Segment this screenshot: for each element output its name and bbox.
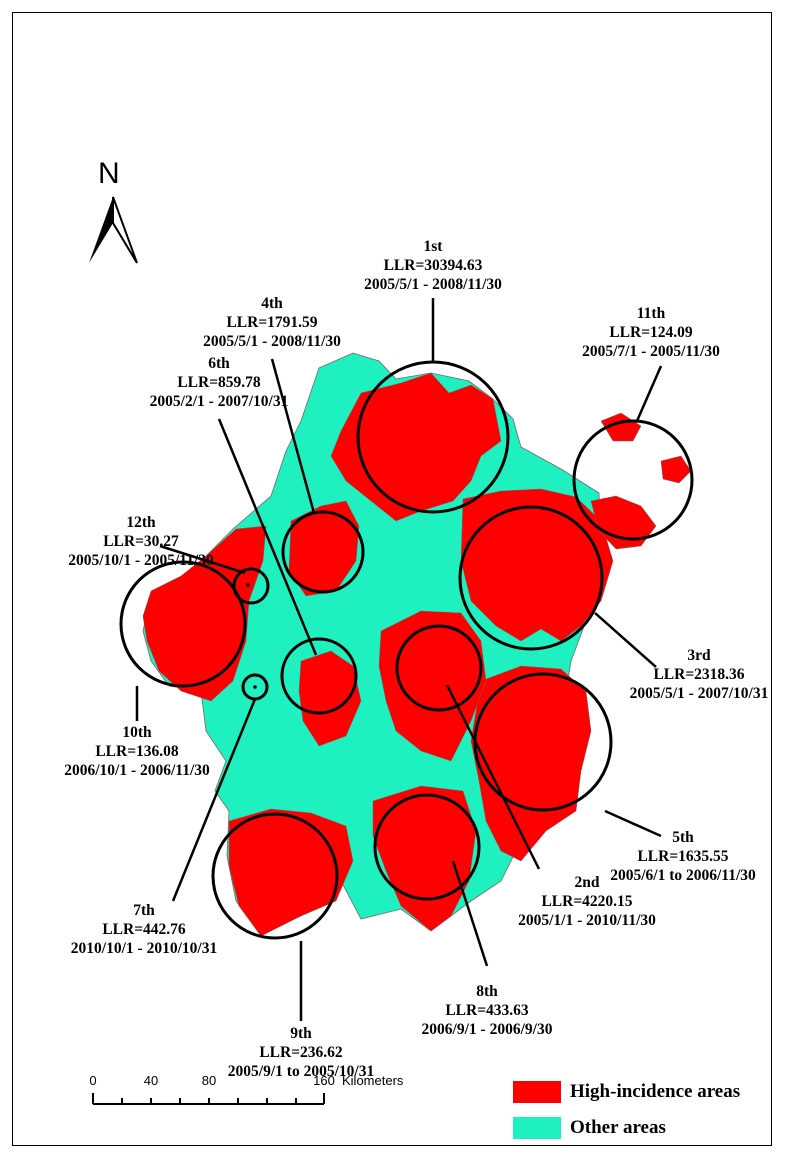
north-arrow-icon bbox=[89, 196, 138, 264]
cluster-llr: LLR=30.27 bbox=[103, 533, 179, 550]
cluster-rank: 4th bbox=[261, 295, 283, 312]
cluster-7-center-dot bbox=[253, 685, 257, 689]
cluster-circle-10th bbox=[119, 560, 247, 688]
high-area-east bbox=[470, 665, 592, 862]
cluster-label-1st: 1st LLR=30394.63 2005/5/1 - 2008/11/30 bbox=[364, 237, 502, 294]
legend-swatch-other bbox=[513, 1117, 561, 1139]
cluster-12-center-dot bbox=[246, 583, 250, 587]
cluster-rank: 8th bbox=[476, 983, 498, 1000]
leader-2nd bbox=[445, 684, 541, 870]
map-frame: N 1st LLR=30394.63 2005/5/1 - 2008/11/30… bbox=[12, 12, 772, 1146]
leader-7th bbox=[171, 698, 257, 902]
cluster-rank: 2nd bbox=[574, 874, 600, 891]
cluster-llr: LLR=124.09 bbox=[609, 324, 693, 341]
cluster-circle-11th bbox=[572, 419, 694, 541]
cluster-period: 2005/9/1 to 2005/10/31 bbox=[227, 1063, 375, 1080]
cluster-circle-3rd bbox=[458, 505, 604, 651]
cluster-label-6th: 6th LLR=859.78 2005/2/1 - 2007/10/31 bbox=[150, 354, 289, 411]
cluster-rank: 1st bbox=[423, 238, 443, 255]
cluster-label-4th: 4th LLR=1791.59 2005/5/1 - 2008/11/30 bbox=[203, 294, 341, 351]
cluster-rank: 3rd bbox=[687, 647, 711, 664]
cluster-llr: LLR=236.62 bbox=[259, 1044, 343, 1061]
cluster-rank: 9th bbox=[290, 1025, 312, 1042]
high-area-northeast bbox=[460, 488, 614, 642]
scale-tick-0: 0 bbox=[89, 1073, 97, 1088]
legend-item-high: High-incidence areas bbox=[513, 1081, 740, 1103]
cluster-circle-9th bbox=[211, 812, 339, 940]
cluster-label-2nd: 2nd LLR=4220.15 2005/1/1 - 2010/11/30 bbox=[518, 873, 656, 930]
cluster-period: 2005/5/1 - 2008/11/30 bbox=[364, 276, 502, 293]
cluster-period: 2005/7/1 - 2005/11/30 bbox=[582, 343, 720, 360]
cluster-rank: 7th bbox=[133, 902, 155, 919]
cluster-label-7th: 7th LLR=442.76 2010/10/1 - 2010/10/31 bbox=[71, 901, 217, 958]
cluster-llr: LLR=2318.36 bbox=[653, 666, 745, 683]
cluster-llr: LLR=1791.59 bbox=[226, 314, 318, 331]
leader-4th bbox=[270, 358, 316, 514]
cluster-period: 2006/9/1 - 2006/9/30 bbox=[421, 1021, 553, 1038]
high-area-southwest bbox=[228, 808, 354, 937]
cluster-rank: 5th bbox=[672, 829, 694, 846]
cluster-label-9th: 9th LLR=236.62 2005/9/1 to 2005/10/31 bbox=[228, 1024, 374, 1081]
cluster-llr: LLR=4220.15 bbox=[541, 893, 633, 910]
cluster-rank: 12th bbox=[126, 514, 156, 531]
cluster-llr: LLR=30394.63 bbox=[383, 257, 483, 274]
cluster-llr: LLR=1635.55 bbox=[637, 848, 729, 865]
cluster-llr: LLR=859.78 bbox=[177, 374, 261, 391]
north-label: N bbox=[98, 157, 120, 190]
cluster-llr: LLR=433.63 bbox=[445, 1002, 529, 1019]
cluster-circle-2nd bbox=[395, 624, 483, 712]
leader-12th bbox=[159, 544, 246, 575]
cluster-period: 2005/2/1 - 2007/10/31 bbox=[149, 393, 289, 410]
cluster-rank: 6th bbox=[208, 355, 230, 372]
scale-tick-80: 80 bbox=[201, 1073, 217, 1088]
high-area-central bbox=[378, 610, 487, 762]
cluster-label-11th: 11th LLR=124.09 2005/7/1 - 2005/11/30 bbox=[582, 304, 720, 361]
scale-bar bbox=[92, 1093, 325, 1105]
cluster-label-3rd: 3rd LLR=2318.36 2005/5/1 - 2007/10/31 bbox=[630, 646, 769, 703]
scale-tick-40: 40 bbox=[143, 1073, 159, 1088]
cluster-circle-4th bbox=[281, 510, 365, 594]
cluster-llr: LLR=136.08 bbox=[95, 743, 179, 760]
cluster-rank: 11th bbox=[636, 305, 666, 322]
cluster-period: 2010/10/1 - 2010/10/31 bbox=[70, 940, 218, 957]
cluster-label-10th: 10th LLR=136.08 2006/10/1 - 2006/11/30 bbox=[64, 723, 210, 780]
leader-6th bbox=[217, 418, 318, 656]
high-area-islands bbox=[590, 412, 692, 550]
cluster-circle-12th bbox=[232, 567, 270, 605]
cluster-period: 2005/5/1 - 2008/11/30 bbox=[203, 333, 341, 350]
cluster-circle-8th bbox=[373, 793, 481, 901]
cluster-period: 2006/10/1 - 2006/11/30 bbox=[64, 762, 210, 779]
scale-tick-160: 160 bbox=[313, 1073, 335, 1088]
map-canvas bbox=[89, 196, 694, 1105]
cluster-period: 2005/10/1 - 2005/11/30 bbox=[68, 552, 214, 569]
legend-label-other: Other areas bbox=[570, 1117, 666, 1138]
cluster-period: 2005/1/1 - 2010/11/30 bbox=[518, 912, 656, 929]
legend-item-other: Other areas bbox=[513, 1117, 666, 1139]
leader-3rd bbox=[594, 612, 657, 668]
cluster-label-5th: 5th LLR=1635.55 2005/6/1 to 2006/11/30 bbox=[610, 828, 756, 885]
cluster-label-12th: 12th LLR=30.27 2005/10/1 - 2005/11/30 bbox=[68, 513, 214, 570]
cluster-period: 2005/5/1 - 2007/10/31 bbox=[629, 685, 769, 702]
scale-unit: Kilometers bbox=[342, 1073, 404, 1088]
legend-label-high: High-incidence areas bbox=[570, 1081, 741, 1102]
leader-11th bbox=[635, 365, 663, 422]
high-area-midwest bbox=[298, 650, 362, 747]
cluster-rank: 10th bbox=[122, 724, 152, 741]
cluster-period: 2005/6/1 to 2006/11/30 bbox=[610, 867, 756, 884]
leader-8th bbox=[451, 860, 489, 967]
cluster-llr: LLR=442.76 bbox=[102, 921, 186, 938]
legend-swatch-high bbox=[513, 1081, 561, 1103]
cluster-circle-6th bbox=[280, 637, 358, 715]
cluster-label-8th: 8th LLR=433.63 2006/9/1 - 2006/9/30 bbox=[422, 982, 553, 1039]
leader-5th bbox=[604, 809, 662, 838]
